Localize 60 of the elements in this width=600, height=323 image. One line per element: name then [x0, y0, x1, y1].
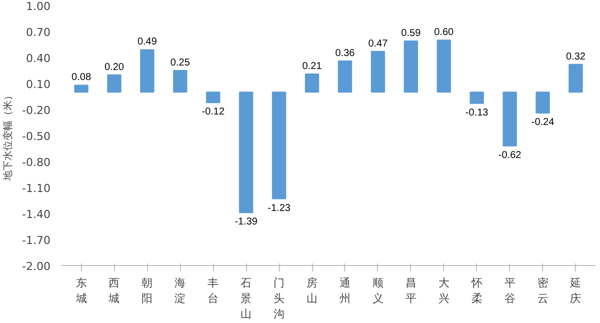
x-tick-label: 大兴	[438, 276, 450, 306]
data-label: -0.62	[498, 150, 522, 161]
x-tick-label: 东城	[74, 276, 87, 306]
x-tick-label: 石景山	[240, 276, 252, 321]
y-tick-label: 0.70	[26, 26, 51, 39]
x-tick-label: 怀柔	[470, 276, 482, 306]
x-tick-label: 昌平	[405, 276, 416, 306]
y-tick-label: -1.40	[22, 208, 51, 221]
y-tick-label: -2.00	[22, 260, 51, 273]
data-label: -0.13	[465, 107, 489, 118]
bar	[304, 73, 320, 93]
bar	[173, 70, 188, 93]
bar	[370, 50, 386, 93]
data-label: 0.49	[137, 36, 158, 48]
data-label: -1.39	[234, 216, 258, 228]
x-tick-label: 门头沟	[274, 276, 285, 321]
bar	[536, 92, 550, 114]
data-label: 0.60	[434, 27, 454, 38]
x-tick-label: 海淀	[174, 276, 186, 306]
bar	[272, 92, 286, 200]
y-tick-label: 0.10	[26, 78, 51, 91]
bar	[404, 40, 418, 93]
y-tick-label: -0.20	[22, 104, 51, 117]
x-tick-label: 顺义	[372, 276, 384, 306]
bar	[74, 84, 88, 93]
data-label: 0.32	[566, 51, 586, 62]
x-tick-label: 房山	[306, 276, 318, 306]
bar	[239, 92, 254, 214]
data-label: 0.25	[170, 58, 190, 68]
data-label: 0.20	[104, 62, 124, 73]
data-label: 0.59	[401, 28, 422, 40]
x-tick-label: 西城	[108, 276, 120, 306]
bar	[107, 74, 122, 93]
y-tick-label: -1.10	[22, 182, 51, 195]
bar	[436, 40, 451, 93]
x-tick-label: 平谷	[504, 276, 516, 306]
bar	[470, 92, 484, 104]
x-tick-label: 延庆	[569, 276, 582, 306]
x-tick-label: 密云	[537, 276, 548, 306]
x-tick-label: 丰台	[208, 276, 219, 306]
data-label: 0.08	[72, 72, 92, 84]
y-tick-label: -1.70	[22, 234, 51, 247]
data-label: -0.24	[531, 116, 555, 128]
data-label: -1.23	[268, 202, 291, 214]
y-tick-label: -0.80	[22, 156, 51, 169]
bar	[206, 92, 220, 104]
data-label: -0.12	[202, 106, 225, 118]
bar	[502, 92, 517, 146]
x-tick-label: 朝阳	[142, 276, 153, 306]
data-label: 0.36	[335, 48, 356, 59]
y-axis-title: 地下水位变幅（米）	[2, 90, 14, 182]
x-tick-label: 通州	[339, 276, 350, 306]
y-tick-label: -0.50	[22, 130, 51, 143]
bar	[140, 49, 154, 93]
bar	[568, 64, 583, 93]
data-label: 0.21	[302, 60, 322, 72]
bar	[338, 60, 352, 93]
y-tick-label: 0.40	[26, 52, 51, 65]
data-label: 0.47	[368, 38, 388, 50]
y-tick-label: 1.00	[26, 0, 51, 13]
